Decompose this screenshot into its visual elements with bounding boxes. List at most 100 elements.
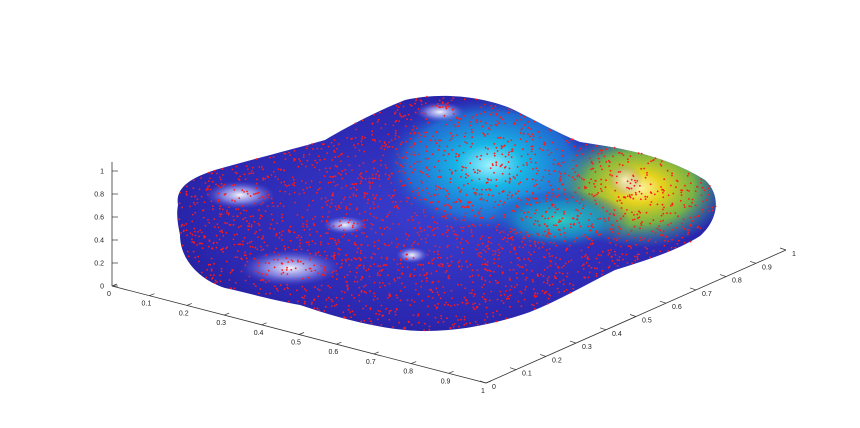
scatter-point [429, 201, 432, 204]
scatter-point [546, 279, 549, 282]
surface-highlight-top [415, 102, 465, 122]
scatter-point [341, 170, 344, 172]
scatter-point [388, 176, 391, 179]
scatter-point [235, 165, 238, 168]
scatter-point [326, 232, 329, 234]
scatter-point [397, 243, 400, 246]
scatter-point [270, 197, 273, 200]
scatter-point [369, 185, 371, 187]
scatter-point [485, 306, 488, 309]
scatter-point [354, 243, 356, 246]
scatter-point [418, 153, 420, 156]
scatter-point [520, 292, 523, 295]
scatter-point [370, 228, 373, 230]
scatter-point [476, 155, 478, 158]
scatter-point [558, 177, 561, 180]
y-tick-mark [659, 300, 667, 304]
scatter-point [465, 322, 468, 325]
scatter-point [467, 242, 469, 244]
scatter-point [601, 269, 604, 272]
scatter-point [548, 284, 551, 287]
scatter-point [220, 248, 223, 251]
scatter-point [514, 233, 517, 235]
scatter-point [581, 177, 583, 180]
scatter-point [399, 143, 402, 146]
scatter-point [554, 211, 557, 214]
scatter-point [584, 255, 586, 258]
scatter-point [357, 177, 359, 180]
scatter-point [325, 219, 328, 222]
scatter-point [468, 225, 470, 228]
scatter-point [332, 192, 334, 195]
scatter-point [649, 256, 651, 259]
scatter-point [525, 285, 527, 288]
scatter-point [463, 184, 465, 187]
scatter-point [414, 111, 417, 114]
scatter-point [438, 139, 441, 142]
scatter-point [660, 214, 663, 217]
scatter-point [561, 217, 564, 220]
scatter-point [360, 180, 363, 183]
scatter-point [703, 189, 706, 192]
scatter-point [219, 274, 222, 277]
z-axis-ticks: 00.20.40.60.81 [94, 169, 118, 291]
x-tick-mark [224, 312, 230, 316]
scatter-point [282, 271, 285, 274]
scatter-point [185, 192, 188, 195]
scatter-point [520, 217, 523, 220]
scatter-point [186, 250, 189, 253]
scatter-point [358, 286, 361, 289]
scatter-point [616, 259, 619, 261]
scatter-point [201, 242, 204, 245]
scatter-point [662, 219, 664, 222]
scatter-point [433, 227, 436, 230]
scatter-point [344, 316, 347, 319]
scatter-point [557, 194, 560, 197]
scatter-point [253, 283, 255, 285]
scatter-point [427, 313, 429, 316]
scatter-point [572, 167, 575, 170]
scatter-point [381, 314, 384, 317]
scatter-point [406, 196, 409, 199]
scatter-point [479, 170, 481, 173]
scatter-point [639, 185, 641, 187]
scatter-point [459, 241, 462, 244]
scatter-point [520, 199, 523, 202]
scatter-point [546, 277, 549, 280]
scatter-point [624, 212, 626, 215]
scatter-point [492, 215, 495, 217]
scatter-point [244, 264, 247, 267]
y-tick-label: 0.2 [552, 357, 562, 364]
scatter-point [249, 215, 252, 218]
scatter-point [563, 227, 565, 230]
scatter-point [577, 174, 580, 176]
scatter-point [443, 204, 446, 207]
scatter-point [399, 164, 402, 167]
scatter-point [383, 141, 386, 143]
scatter-point [543, 281, 545, 284]
scatter-point [324, 269, 326, 272]
scatter-point [222, 208, 224, 211]
scatter-point [266, 205, 269, 208]
scatter-point [299, 160, 302, 163]
scatter-point [318, 169, 321, 171]
scatter-point [355, 271, 358, 274]
scatter-point [615, 175, 618, 178]
scatter-point [288, 193, 291, 196]
scatter-point [531, 133, 534, 136]
scatter-point [605, 148, 608, 151]
scatter-point [298, 158, 300, 160]
scatter-point [252, 172, 255, 175]
scatter-point [680, 222, 683, 225]
scatter-point [687, 172, 690, 175]
scatter-point [373, 245, 376, 248]
scatter-point [475, 114, 478, 116]
scatter-point [399, 299, 402, 302]
scatter-point [218, 207, 221, 210]
scatter-point [680, 191, 683, 194]
scatter-point [334, 239, 336, 242]
scatter-point [575, 154, 578, 157]
scatter-point [418, 194, 420, 197]
scatter-point [500, 230, 503, 232]
scatter-point [487, 247, 490, 250]
